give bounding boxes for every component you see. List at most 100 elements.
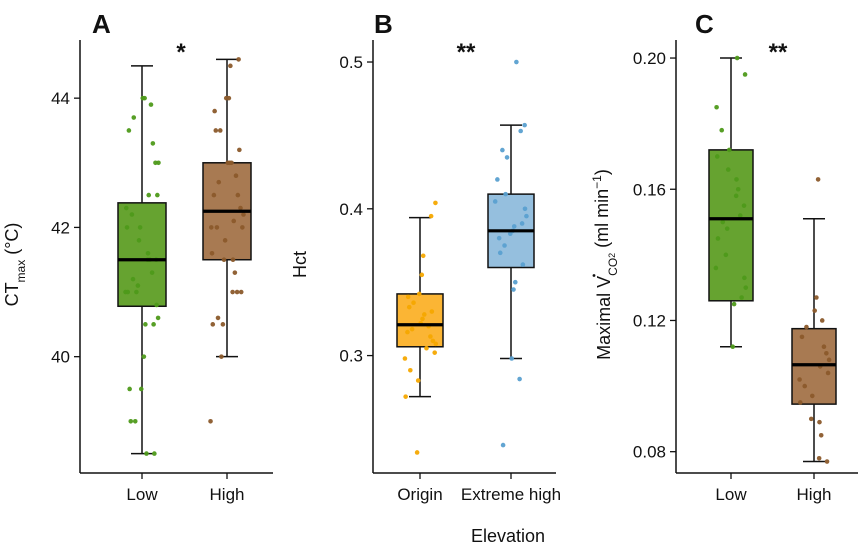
data-point (492, 199, 498, 204)
data-point (714, 104, 719, 110)
data-point (405, 329, 410, 335)
data-point (416, 291, 422, 297)
data-point (215, 315, 221, 321)
data-point (433, 200, 438, 206)
data-point (153, 160, 158, 166)
data-point (230, 289, 235, 295)
data-point (230, 257, 236, 263)
data-point (209, 250, 215, 256)
box-iqr (708, 149, 754, 302)
data-point (522, 206, 528, 212)
data-point (734, 177, 739, 182)
data-point (138, 386, 144, 392)
data-point (821, 344, 827, 350)
data-point (741, 203, 747, 208)
x-tick-label: High (210, 485, 245, 504)
y-tick-label: 42 (51, 218, 70, 237)
data-point (742, 72, 748, 77)
data-point (238, 289, 244, 295)
data-point (154, 302, 159, 308)
data-point (725, 167, 731, 172)
data-point (804, 324, 809, 330)
box-iqr (396, 293, 444, 348)
panel-letter: A (92, 9, 111, 39)
data-point (220, 322, 226, 327)
data-point (734, 55, 740, 61)
data-point (151, 322, 156, 327)
data-point (234, 289, 240, 295)
data-point (232, 270, 238, 275)
data-point (241, 212, 246, 217)
data-point (713, 265, 719, 271)
data-point (145, 250, 151, 256)
data-point (420, 253, 426, 259)
data-point (496, 235, 502, 241)
data-point (818, 432, 824, 438)
y-tick-label: 0.3 (339, 347, 363, 366)
data-point (720, 219, 726, 225)
data-point (415, 378, 421, 383)
data-point (731, 301, 737, 307)
data-point (130, 276, 136, 282)
data-point (816, 455, 822, 461)
data-point (135, 283, 141, 288)
data-point (123, 205, 129, 211)
data-point (819, 318, 825, 323)
data-point (797, 400, 803, 405)
data-point (714, 154, 720, 159)
data-point (149, 270, 155, 275)
data-point (824, 350, 829, 356)
y-tick-label: 0.16 (633, 180, 666, 199)
data-point (125, 289, 131, 295)
data-point (802, 383, 808, 389)
data-point (228, 63, 233, 69)
data-point (743, 285, 749, 290)
data-point (233, 173, 239, 179)
data-point (126, 128, 132, 133)
data-point (155, 315, 161, 321)
y-tick-label: 44 (51, 89, 70, 108)
data-point (432, 350, 438, 355)
data-point (519, 221, 525, 226)
data-point (799, 334, 805, 340)
y-axis-title-end: ) (592, 169, 612, 175)
data-point (430, 338, 436, 344)
data-point (428, 213, 434, 219)
x-tick-label: Origin (397, 485, 442, 504)
data-point (127, 386, 132, 392)
data-point (524, 213, 529, 219)
y-axis-title-subscript: CO (606, 258, 620, 276)
box-iqr (117, 202, 167, 308)
data-point (737, 213, 743, 218)
y-tick-label: 0.4 (339, 200, 363, 219)
data-point (402, 356, 408, 361)
data-point (129, 212, 135, 217)
data-point (403, 394, 408, 399)
data-point (221, 257, 227, 263)
data-point (424, 345, 429, 351)
data-point (124, 225, 130, 230)
x-tick-label: Low (715, 485, 747, 504)
y-axis-title: Maximal VCO2 (ml min−1) (590, 169, 620, 360)
data-point (409, 326, 415, 332)
x-tick-label: Extreme high (461, 485, 561, 504)
y-axis-title-main: CT (2, 282, 22, 306)
data-point (497, 250, 503, 256)
data-point (514, 59, 519, 65)
data-point (715, 236, 721, 241)
y-axis-title-main: Hct (290, 251, 310, 278)
data-point (495, 177, 500, 182)
data-point (208, 418, 213, 424)
data-point (238, 205, 243, 211)
x-axis-title: Elevation (471, 526, 545, 546)
data-point (517, 376, 522, 382)
data-point (231, 218, 237, 224)
data-point (217, 128, 223, 133)
data-point (405, 294, 411, 300)
data-point (500, 442, 506, 448)
data-point (131, 115, 137, 120)
data-point (214, 225, 220, 230)
x-tick-label: Low (126, 485, 158, 504)
data-point (146, 192, 152, 198)
